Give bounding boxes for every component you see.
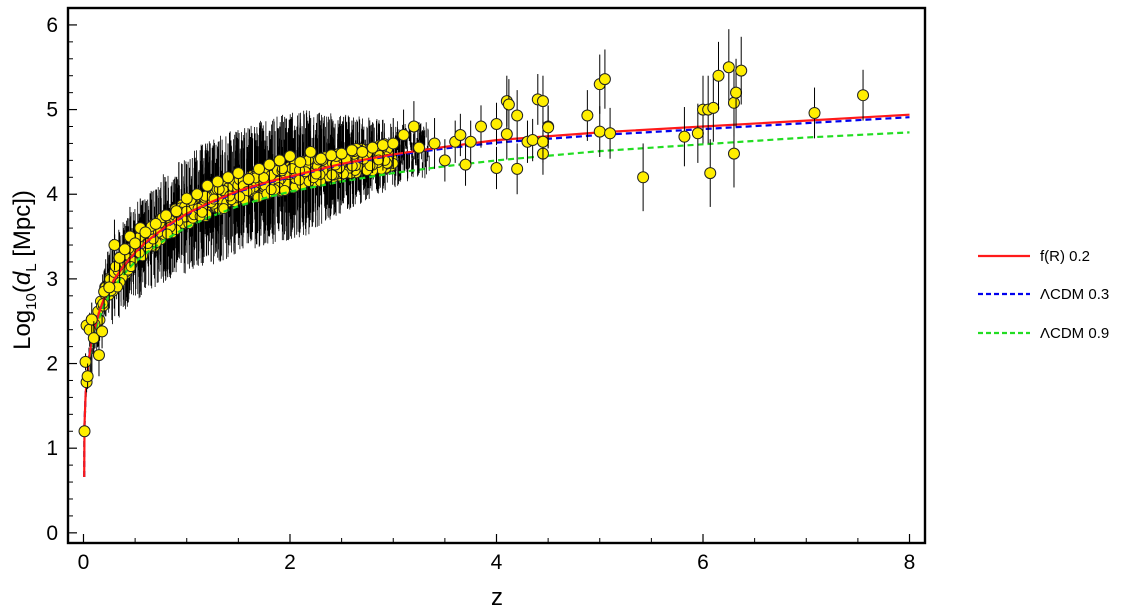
data-point	[730, 86, 743, 99]
y-tick-label: 3	[46, 268, 58, 291]
x-axis-title: z	[491, 584, 503, 611]
x-tick-label: 6	[697, 551, 709, 574]
legend-label-lcdm-03: ΛCDM 0.3	[1040, 286, 1109, 303]
data-point	[511, 162, 524, 175]
data-point	[191, 188, 204, 201]
data-point	[253, 162, 266, 175]
axis-ticks: 0 2 4 6 8 0 1 2 3 4 5 6	[46, 14, 915, 574]
plot-frame	[66, 6, 927, 545]
data-point	[808, 106, 821, 119]
y-tick-label: 6	[46, 14, 58, 37]
data-point	[490, 117, 503, 130]
dense-point	[293, 174, 305, 186]
data-point	[678, 130, 691, 143]
data-points	[78, 29, 870, 438]
data-point	[490, 161, 503, 174]
data-point	[108, 239, 121, 252]
data-point	[511, 109, 524, 122]
data-point	[149, 217, 162, 230]
x-tick-label: 8	[904, 551, 916, 574]
legend: f(R) 0.2 ΛCDM 0.3 ΛCDM 0.9	[978, 248, 1109, 342]
y-tick-label: 5	[46, 99, 58, 122]
data-point	[232, 167, 245, 180]
data-point	[160, 209, 173, 222]
data-point	[79, 355, 92, 368]
curve-lcdm-09	[83, 131, 910, 478]
y-tick-label: 4	[46, 183, 58, 206]
data-point	[129, 237, 142, 250]
data-point	[283, 150, 296, 163]
data-point	[314, 152, 327, 165]
data-point	[542, 121, 555, 134]
legend-label-lcdm-09: ΛCDM 0.9	[1040, 325, 1109, 342]
data-point	[502, 98, 515, 111]
data-point	[387, 137, 400, 150]
data-point	[727, 96, 740, 109]
data-point	[222, 171, 235, 184]
data-point	[325, 149, 338, 162]
data-point	[81, 370, 94, 383]
dense-point	[234, 191, 246, 203]
data-point	[475, 120, 488, 133]
data-point	[397, 128, 410, 141]
data-point	[428, 137, 441, 150]
data-point	[707, 101, 720, 114]
dense-point	[265, 184, 277, 196]
data-point	[263, 158, 276, 171]
dense-point	[326, 169, 338, 181]
data-point	[857, 89, 870, 102]
data-point	[536, 135, 549, 148]
legend-label-fr: f(R) 0.2	[1040, 248, 1090, 265]
data-point	[139, 226, 152, 239]
data-point	[366, 141, 379, 154]
data-point	[598, 73, 611, 86]
x-tick-label: 0	[78, 551, 90, 574]
data-point	[413, 141, 426, 154]
data-point	[704, 167, 717, 180]
data-point	[407, 120, 420, 133]
y-tick-label: 2	[46, 353, 58, 376]
data-point	[526, 134, 539, 147]
x-tick-label: 2	[284, 551, 296, 574]
data-point	[581, 109, 594, 122]
data-point	[691, 127, 704, 140]
data-point	[464, 135, 477, 148]
data-point	[500, 128, 513, 141]
data-point	[294, 156, 307, 169]
data-point	[454, 128, 467, 141]
data-point	[459, 158, 472, 171]
data-point	[85, 313, 98, 326]
data-point	[201, 179, 214, 192]
data-point	[727, 147, 740, 160]
data-point	[345, 144, 358, 157]
x-tick-label: 4	[491, 551, 503, 574]
data-point	[438, 154, 451, 167]
data-point	[92, 349, 105, 362]
data-point	[180, 192, 193, 205]
data-point	[604, 127, 617, 140]
data-point	[712, 69, 725, 82]
data-point	[722, 61, 735, 74]
y-axis-title: Log10(dL [Mpc])	[9, 190, 40, 350]
y-tick-label: 1	[46, 437, 58, 460]
data-point	[103, 281, 116, 294]
y-tick-label: 0	[46, 522, 58, 545]
data-point	[242, 172, 255, 185]
data-point	[335, 147, 348, 160]
data-point	[170, 205, 183, 218]
data-point	[376, 139, 389, 152]
data-point	[96, 325, 109, 338]
data-point	[118, 243, 131, 256]
data-point	[735, 64, 748, 77]
data-point	[593, 125, 606, 138]
data-point	[304, 145, 317, 158]
data-point	[637, 171, 650, 184]
data-point	[211, 175, 224, 188]
data-point	[536, 95, 549, 108]
data-point	[78, 425, 91, 438]
data-point	[273, 154, 286, 167]
data-point	[356, 145, 369, 158]
